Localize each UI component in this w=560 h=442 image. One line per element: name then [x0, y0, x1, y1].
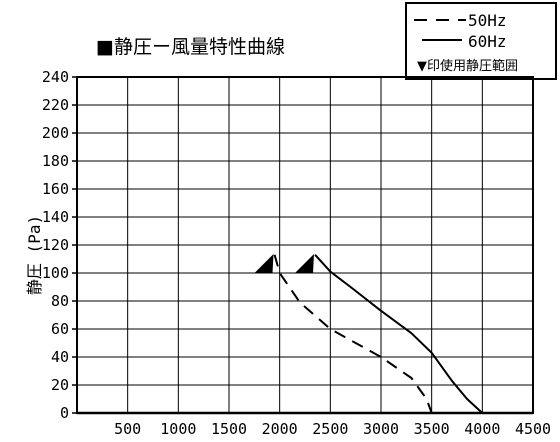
x-tick-label-8: 4500 [515, 420, 551, 438]
x-tick-label-1: 1000 [160, 420, 196, 438]
legend-50hz-label: 50Hz [468, 11, 507, 30]
x-tick-label-5: 3000 [363, 420, 399, 438]
series-lines [273, 254, 483, 414]
legend-usage-range-note: ▼印使用静圧範囲 [417, 58, 518, 74]
legend: 50Hz 60Hz ▼印使用静圧範囲 [405, 2, 557, 80]
usage-range-marker-1 [295, 254, 314, 273]
y-tick-label-11: 220 [42, 96, 69, 114]
series-line-50hz [273, 254, 433, 414]
axes [72, 76, 534, 415]
range-markers [254, 254, 314, 273]
y-tick-labels: 0 20 40 60 80 100 120 140 160 180 200 220 240 [42, 68, 69, 422]
y-tick-label-5: 100 [42, 264, 69, 282]
chart-title: ■静圧ー風量特性曲線 [96, 36, 285, 58]
x-tick-label-2: 1500 [211, 420, 247, 438]
y-axis-label: 静圧 (Pa) [25, 215, 44, 295]
x-tick-label-7: 4000 [464, 420, 500, 438]
x-tick-labels: 500 1000 1500 2000 2500 3000 3500 4000 4500 [114, 420, 551, 438]
y-tick-label-9: 180 [42, 152, 69, 170]
usage-range-marker-0 [254, 254, 274, 273]
y-tick-label-3: 60 [51, 320, 69, 338]
y-tick-label-2: 40 [51, 348, 69, 366]
grid [76, 76, 534, 414]
y-tick-label-10: 200 [42, 124, 69, 142]
y-tick-label-4: 80 [51, 292, 69, 310]
y-tick-label-0: 0 [60, 404, 69, 422]
x-tick-label-6: 3500 [414, 420, 450, 438]
x-tick-label-0: 500 [114, 420, 141, 438]
legend-60hz-label: 60Hz [468, 32, 507, 51]
x-tick-label-4: 2500 [312, 420, 348, 438]
series-line-60hz [314, 254, 483, 414]
y-tick-label-1: 20 [51, 376, 69, 394]
x-tick-label-3: 2000 [262, 420, 298, 438]
y-tick-label-7: 140 [42, 208, 69, 226]
y-tick-label-8: 160 [42, 180, 69, 198]
y-tick-label-12: 240 [42, 68, 69, 86]
y-tick-label-6: 120 [42, 236, 69, 254]
